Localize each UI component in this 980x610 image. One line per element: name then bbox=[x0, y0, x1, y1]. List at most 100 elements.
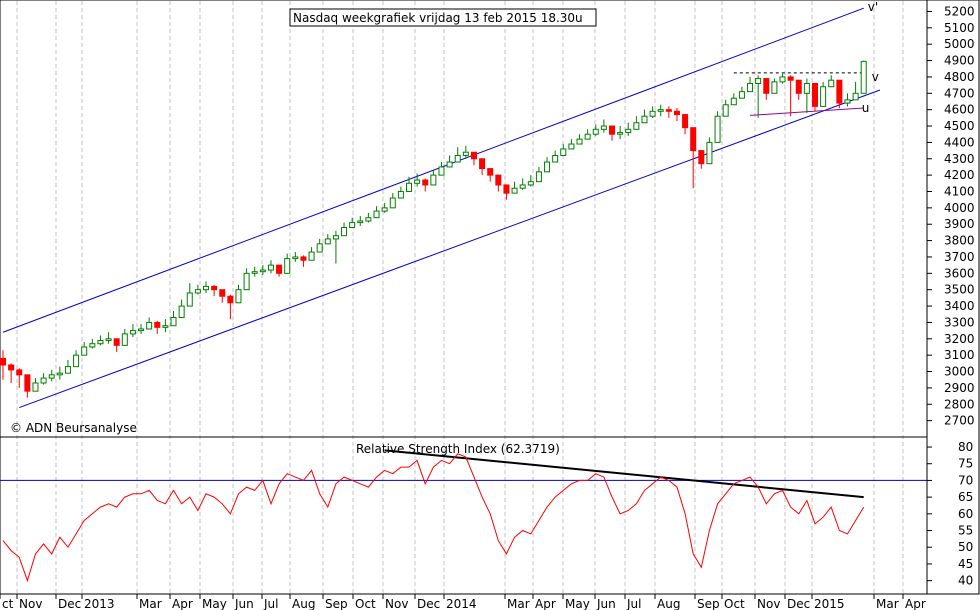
x-tick-label: Jul bbox=[263, 597, 278, 610]
rsi-y-tick-label: 80 bbox=[958, 440, 973, 454]
candle-body bbox=[462, 151, 469, 156]
channel-label-v-prime: v' bbox=[868, 0, 878, 14]
price-y-tick-label: 3400 bbox=[944, 299, 975, 313]
candle-body bbox=[276, 264, 283, 274]
x-tick-label: Dec bbox=[417, 597, 440, 610]
candle-body bbox=[771, 81, 778, 94]
x-tick-label: Apr bbox=[535, 597, 556, 610]
rsi-y-tick-label: 40 bbox=[958, 574, 973, 588]
price-y-tick-label: 4400 bbox=[944, 135, 975, 149]
candle-body bbox=[40, 377, 47, 384]
x-tick-label: 2013 bbox=[84, 597, 115, 610]
candle-body bbox=[519, 184, 526, 189]
candle-body bbox=[576, 138, 583, 145]
candle-body bbox=[738, 91, 745, 99]
x-tick-label: Oct bbox=[724, 597, 745, 610]
candle-body bbox=[341, 227, 348, 237]
price-y-tick-label: 3900 bbox=[944, 217, 975, 231]
candle-body bbox=[730, 97, 737, 106]
x-tick-label: Mar bbox=[139, 597, 162, 610]
candle-body bbox=[373, 210, 380, 219]
candle-body bbox=[0, 357, 6, 366]
x-tick-label: Sep bbox=[325, 597, 348, 610]
price-y-tick-label: 2700 bbox=[944, 414, 975, 428]
candle-body bbox=[32, 382, 39, 392]
price-y-tick-label: 3600 bbox=[944, 266, 975, 280]
date-x-axis: ct Nov Dec 2013 Mar Apr May Jun Jul Aug Sep Oct Nov D… bbox=[0, 594, 926, 610]
candle-body bbox=[414, 179, 421, 184]
candle-body bbox=[300, 256, 307, 261]
price-y-tick-label: 4200 bbox=[944, 168, 975, 182]
candle-body bbox=[584, 133, 591, 140]
candle-body bbox=[430, 174, 437, 186]
candle-body bbox=[284, 258, 291, 274]
candle-body bbox=[97, 339, 104, 345]
candle-body bbox=[243, 272, 250, 291]
candle-body bbox=[113, 338, 120, 346]
price-y-tick-label: 3100 bbox=[944, 348, 975, 362]
candle-body bbox=[406, 182, 412, 192]
rsi-lines bbox=[0, 449, 927, 583]
candle-body bbox=[470, 151, 477, 160]
candle-body bbox=[138, 328, 145, 332]
credit-label: © ADN Beursanalyse bbox=[10, 421, 137, 435]
candle-body bbox=[349, 222, 356, 229]
candle-body bbox=[56, 372, 63, 376]
candle-body bbox=[186, 292, 193, 307]
candle-body bbox=[316, 243, 323, 253]
lower-channel-line bbox=[19, 89, 881, 409]
rsi-series-line bbox=[2, 453, 865, 583]
rsi-title: Relative Strength Index (62.3719) bbox=[356, 442, 560, 456]
candles bbox=[0, 60, 867, 398]
candle-body bbox=[227, 295, 234, 304]
rsi-y-tick-label: 60 bbox=[958, 507, 973, 521]
x-tick-label: Mar bbox=[876, 597, 899, 610]
vertical-grid bbox=[16, 1, 904, 593]
price-y-tick-label: 3000 bbox=[944, 365, 975, 379]
candle-body bbox=[609, 125, 615, 135]
candle-body bbox=[698, 150, 705, 165]
price-y-tick-label: 5200 bbox=[944, 4, 975, 18]
price-y-tick-label: 5000 bbox=[944, 37, 975, 51]
candle-body bbox=[24, 374, 31, 392]
support-label-u: u bbox=[862, 101, 870, 115]
candle-body bbox=[592, 128, 599, 135]
x-tick-label: Apr bbox=[172, 597, 193, 610]
x-tick-label: Oct bbox=[355, 597, 376, 610]
rsi-y-axis: 40 45 50 55 60 65 70 75 80 bbox=[927, 440, 973, 588]
candle-body bbox=[397, 190, 404, 199]
candle-body bbox=[820, 86, 827, 107]
x-tick-label: Aug bbox=[657, 597, 680, 610]
candle-body bbox=[365, 217, 372, 222]
candle-body bbox=[763, 78, 770, 94]
candle-body bbox=[81, 346, 88, 356]
candle-body bbox=[795, 79, 802, 94]
rsi-y-tick-label: 70 bbox=[958, 473, 973, 487]
candle-body bbox=[170, 317, 177, 327]
candle-body bbox=[649, 110, 656, 117]
candle-body bbox=[617, 132, 624, 135]
price-y-tick-label: 4700 bbox=[944, 86, 975, 100]
x-tick-label: Jun bbox=[234, 597, 254, 610]
candle-body bbox=[527, 181, 534, 186]
price-y-tick-label: 4800 bbox=[944, 70, 975, 84]
candle-body bbox=[852, 92, 859, 101]
candle-body bbox=[641, 115, 648, 124]
candle-body bbox=[803, 82, 810, 94]
price-y-tick-label: 4600 bbox=[944, 103, 975, 117]
price-y-tick-label: 3700 bbox=[944, 250, 975, 264]
candle-body bbox=[64, 366, 71, 374]
candle-body bbox=[495, 174, 502, 186]
x-tick-label: Nov bbox=[19, 597, 42, 610]
candle-body bbox=[48, 374, 55, 379]
candle-body bbox=[8, 364, 15, 371]
candle-body bbox=[706, 141, 713, 165]
rsi-y-tick-label: 75 bbox=[958, 457, 973, 471]
candle-body bbox=[787, 76, 794, 81]
price-y-tick-label: 3200 bbox=[944, 332, 975, 346]
candle-body bbox=[219, 289, 226, 297]
candle-body bbox=[162, 325, 169, 328]
x-tick-label: 2014 bbox=[446, 597, 477, 610]
